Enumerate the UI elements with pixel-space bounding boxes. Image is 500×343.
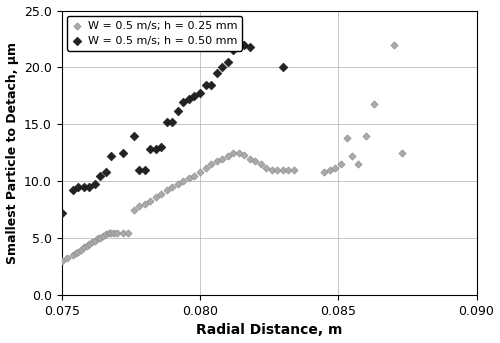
W = 0.5 m/s; h = 0.25 mm xyxy=(158,191,166,197)
W = 0.5 m/s; h = 0.50 mm xyxy=(118,150,126,156)
W = 0.5 m/s; h = 0.25 mm xyxy=(99,233,107,239)
W = 0.5 m/s; h = 0.25 mm xyxy=(332,165,340,170)
W = 0.5 m/s; h = 0.50 mm xyxy=(185,97,193,102)
W = 0.5 m/s; h = 0.25 mm xyxy=(113,230,121,235)
W = 0.5 m/s; h = 0.25 mm xyxy=(58,258,66,264)
W = 0.5 m/s; h = 0.25 mm xyxy=(72,250,80,256)
W = 0.5 m/s; h = 0.25 mm xyxy=(362,133,370,139)
W = 0.5 m/s; h = 0.25 mm xyxy=(354,162,362,167)
W = 0.5 m/s; h = 0.50 mm xyxy=(180,99,188,104)
W = 0.5 m/s; h = 0.25 mm xyxy=(135,204,143,209)
W = 0.5 m/s; h = 0.50 mm xyxy=(234,40,242,45)
W = 0.5 m/s; h = 0.25 mm xyxy=(185,175,193,181)
W = 0.5 m/s; h = 0.25 mm xyxy=(257,162,265,167)
W = 0.5 m/s; h = 0.25 mm xyxy=(163,188,171,193)
W = 0.5 m/s; h = 0.50 mm xyxy=(91,181,99,186)
W = 0.5 m/s; h = 0.25 mm xyxy=(190,173,198,178)
W = 0.5 m/s; h = 0.50 mm xyxy=(158,144,166,150)
W = 0.5 m/s; h = 0.50 mm xyxy=(80,184,88,190)
W = 0.5 m/s; h = 0.25 mm xyxy=(252,158,260,164)
W = 0.5 m/s; h = 0.25 mm xyxy=(326,167,334,173)
W = 0.5 m/s; h = 0.50 mm xyxy=(86,184,94,190)
W = 0.5 m/s; h = 0.25 mm xyxy=(69,252,77,258)
X-axis label: Radial Distance, m: Radial Distance, m xyxy=(196,323,342,338)
W = 0.5 m/s; h = 0.50 mm xyxy=(163,119,171,125)
W = 0.5 m/s; h = 0.50 mm xyxy=(58,211,66,216)
W = 0.5 m/s; h = 0.25 mm xyxy=(224,154,232,159)
W = 0.5 m/s; h = 0.25 mm xyxy=(234,150,242,156)
W = 0.5 m/s; h = 0.25 mm xyxy=(268,167,276,173)
W = 0.5 m/s; h = 0.25 mm xyxy=(86,241,94,247)
W = 0.5 m/s; h = 0.50 mm xyxy=(207,82,215,87)
W = 0.5 m/s; h = 0.50 mm xyxy=(202,82,209,87)
W = 0.5 m/s; h = 0.50 mm xyxy=(96,173,104,178)
W = 0.5 m/s; h = 0.25 mm xyxy=(207,162,215,167)
W = 0.5 m/s; h = 0.25 mm xyxy=(174,181,182,186)
W = 0.5 m/s; h = 0.25 mm xyxy=(342,135,350,141)
W = 0.5 m/s; h = 0.25 mm xyxy=(63,255,71,260)
W = 0.5 m/s; h = 0.50 mm xyxy=(246,44,254,50)
W = 0.5 m/s; h = 0.25 mm xyxy=(124,230,132,235)
W = 0.5 m/s; h = 0.25 mm xyxy=(146,198,154,203)
W = 0.5 m/s; h = 0.25 mm xyxy=(140,201,148,207)
W = 0.5 m/s; h = 0.50 mm xyxy=(140,167,148,173)
Y-axis label: Smallest Particle to Detach, μm: Smallest Particle to Detach, μm xyxy=(6,42,18,264)
W = 0.5 m/s; h = 0.25 mm xyxy=(398,150,406,156)
W = 0.5 m/s; h = 0.25 mm xyxy=(274,167,281,173)
W = 0.5 m/s; h = 0.50 mm xyxy=(69,188,77,193)
W = 0.5 m/s; h = 0.50 mm xyxy=(190,93,198,99)
W = 0.5 m/s; h = 0.25 mm xyxy=(94,236,102,241)
W = 0.5 m/s; h = 0.25 mm xyxy=(104,230,112,235)
W = 0.5 m/s; h = 0.25 mm xyxy=(102,231,110,236)
W = 0.5 m/s; h = 0.50 mm xyxy=(102,169,110,175)
W = 0.5 m/s; h = 0.25 mm xyxy=(218,156,226,161)
W = 0.5 m/s; h = 0.25 mm xyxy=(229,150,237,156)
W = 0.5 m/s; h = 0.50 mm xyxy=(218,65,226,70)
W = 0.5 m/s; h = 0.50 mm xyxy=(174,108,182,114)
W = 0.5 m/s; h = 0.50 mm xyxy=(229,48,237,53)
W = 0.5 m/s; h = 0.50 mm xyxy=(130,133,138,139)
W = 0.5 m/s; h = 0.25 mm xyxy=(110,230,118,235)
W = 0.5 m/s; h = 0.25 mm xyxy=(180,179,188,184)
W = 0.5 m/s; h = 0.25 mm xyxy=(348,154,356,159)
W = 0.5 m/s; h = 0.25 mm xyxy=(279,167,287,173)
W = 0.5 m/s; h = 0.50 mm xyxy=(152,147,160,152)
W = 0.5 m/s; h = 0.25 mm xyxy=(88,239,96,245)
W = 0.5 m/s; h = 0.25 mm xyxy=(202,165,209,170)
W = 0.5 m/s; h = 0.50 mm xyxy=(108,154,116,159)
W = 0.5 m/s; h = 0.50 mm xyxy=(240,42,248,47)
W = 0.5 m/s; h = 0.25 mm xyxy=(196,169,204,175)
W = 0.5 m/s; h = 0.25 mm xyxy=(284,167,292,173)
W = 0.5 m/s; h = 0.25 mm xyxy=(130,207,138,213)
W = 0.5 m/s; h = 0.50 mm xyxy=(196,90,204,95)
W = 0.5 m/s; h = 0.50 mm xyxy=(74,184,82,190)
W = 0.5 m/s; h = 0.25 mm xyxy=(152,194,160,200)
W = 0.5 m/s; h = 0.25 mm xyxy=(262,165,270,170)
W = 0.5 m/s; h = 0.50 mm xyxy=(168,119,176,125)
W = 0.5 m/s; h = 0.50 mm xyxy=(212,70,220,76)
W = 0.5 m/s; h = 0.25 mm xyxy=(240,152,248,158)
W = 0.5 m/s; h = 0.25 mm xyxy=(290,167,298,173)
W = 0.5 m/s; h = 0.25 mm xyxy=(96,236,104,241)
W = 0.5 m/s; h = 0.25 mm xyxy=(91,238,99,243)
W = 0.5 m/s; h = 0.25 mm xyxy=(390,42,398,47)
W = 0.5 m/s; h = 0.25 mm xyxy=(212,158,220,164)
W = 0.5 m/s; h = 0.50 mm xyxy=(146,147,154,152)
W = 0.5 m/s; h = 0.50 mm xyxy=(135,167,143,173)
W = 0.5 m/s; h = 0.50 mm xyxy=(279,65,287,70)
W = 0.5 m/s; h = 0.25 mm xyxy=(337,162,345,167)
W = 0.5 m/s; h = 0.25 mm xyxy=(246,156,254,161)
W = 0.5 m/s; h = 0.25 mm xyxy=(168,184,176,190)
W = 0.5 m/s; h = 0.25 mm xyxy=(74,249,82,255)
W = 0.5 m/s; h = 0.25 mm xyxy=(108,230,116,235)
W = 0.5 m/s; h = 0.25 mm xyxy=(80,245,88,250)
W = 0.5 m/s; h = 0.50 mm xyxy=(224,59,232,64)
W = 0.5 m/s; h = 0.25 mm xyxy=(82,244,90,249)
W = 0.5 m/s; h = 0.25 mm xyxy=(320,169,328,175)
W = 0.5 m/s; h = 0.25 mm xyxy=(77,247,85,252)
W = 0.5 m/s; h = 0.25 mm xyxy=(118,230,126,235)
Legend: W = 0.5 m/s; h = 0.25 mm, W = 0.5 m/s; h = 0.50 mm: W = 0.5 m/s; h = 0.25 mm, W = 0.5 m/s; h… xyxy=(68,16,242,50)
W = 0.5 m/s; h = 0.25 mm xyxy=(370,101,378,107)
